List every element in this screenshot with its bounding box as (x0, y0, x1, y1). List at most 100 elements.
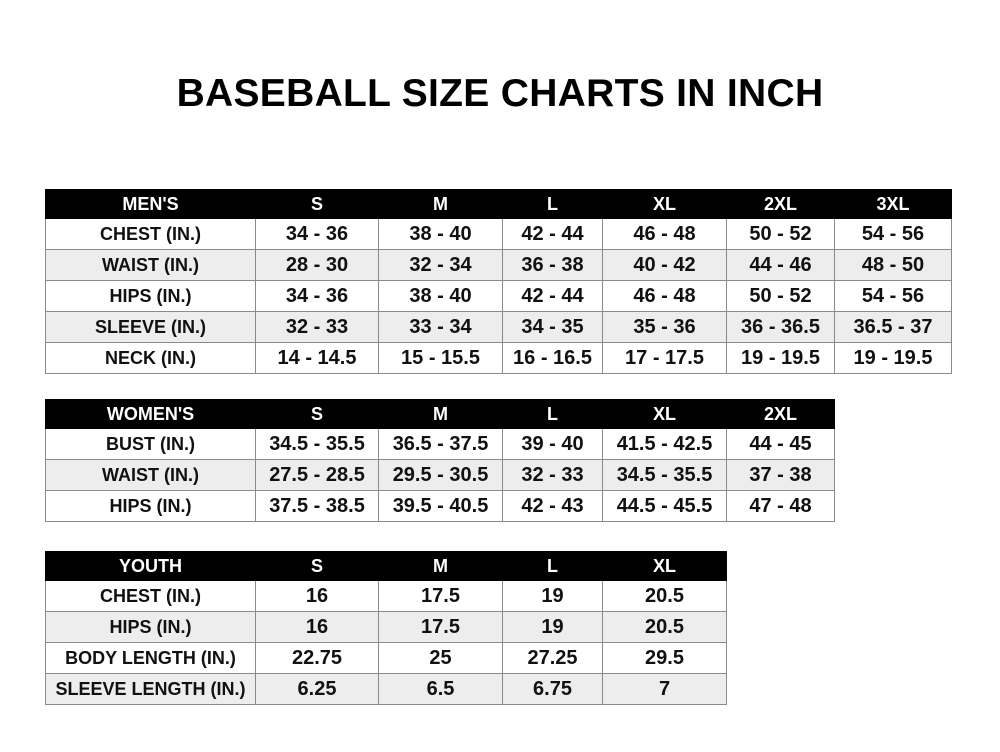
size-header: L (502, 551, 603, 581)
size-value: 32 - 33 (502, 459, 603, 491)
size-value: 29.5 - 30.5 (378, 459, 503, 491)
size-value: 38 - 40 (378, 218, 503, 250)
size-value: 35 - 36 (602, 311, 727, 343)
size-header: S (255, 399, 379, 429)
size-value: 42 - 44 (502, 218, 603, 250)
size-value: 19 - 19.5 (834, 342, 952, 374)
size-value: 25 (378, 642, 503, 674)
size-value: 50 - 52 (726, 218, 835, 250)
measurement-label: HIPS (IN.) (45, 280, 256, 312)
size-value: 6.5 (378, 673, 503, 705)
measurement-label: WAIST (IN.) (45, 459, 256, 491)
measurement-label: SLEEVE (IN.) (45, 311, 256, 343)
size-value: 22.75 (255, 642, 379, 674)
size-value: 19 (502, 580, 603, 612)
category-header: MEN'S (45, 189, 256, 219)
measurement-label: WAIST (IN.) (45, 249, 256, 281)
measurement-label: CHEST (IN.) (45, 218, 256, 250)
table-row: CHEST (IN.) 34 - 36 38 - 40 42 - 44 46 - 48 5… (45, 218, 952, 250)
size-value: 6.25 (255, 673, 379, 705)
size-value: 34 - 36 (255, 280, 379, 312)
size-header: 2XL (726, 399, 835, 429)
size-header: M (378, 551, 503, 581)
size-header: S (255, 189, 379, 219)
size-value: 17.5 (378, 611, 503, 643)
table-row: SLEEVE (IN.) 32 - 33 33 - 34 34 - 35 35 - 36… (45, 311, 952, 343)
measurement-label: BUST (IN.) (45, 428, 256, 460)
table-row: BUST (IN.) 34.5 - 35.5 36.5 - 37.5 39 - 40 4… (45, 428, 835, 460)
size-header: S (255, 551, 379, 581)
youth-size-table: YOUTH S M L XL CHEST (IN.) 16 17.5 19 20.5 HIPS (I… (45, 551, 727, 705)
size-value: 6.75 (502, 673, 603, 705)
table-row: HIPS (IN.) 37.5 - 38.5 39.5 - 40.5 42 - 43 4… (45, 490, 835, 522)
size-header: M (378, 399, 503, 429)
size-value: 44.5 - 45.5 (602, 490, 727, 522)
table-row: WAIST (IN.) 27.5 - 28.5 29.5 - 30.5 32 - 33… (45, 459, 835, 491)
size-value: 44 - 46 (726, 249, 835, 281)
size-value: 7 (602, 673, 727, 705)
womens-size-table: WOMEN'S S M L XL 2XL BUST (IN.) 34.5 - 35.5 36.5… (45, 399, 835, 522)
size-value: 20.5 (602, 611, 727, 643)
size-value: 33 - 34 (378, 311, 503, 343)
table-row: WAIST (IN.) 28 - 30 32 - 34 36 - 38 40 - 42 4… (45, 249, 952, 281)
size-header: XL (602, 551, 727, 581)
size-value: 46 - 48 (602, 280, 727, 312)
size-header: 3XL (834, 189, 952, 219)
size-header: 2XL (726, 189, 835, 219)
table-row: SLEEVE LENGTH (IN.) 6.25 6.5 6.75 7 (45, 673, 727, 705)
category-header: YOUTH (45, 551, 256, 581)
size-value: 37 - 38 (726, 459, 835, 491)
size-value: 16 - 16.5 (502, 342, 603, 374)
size-value: 34.5 - 35.5 (255, 428, 379, 460)
measurement-label: CHEST (IN.) (45, 580, 256, 612)
size-value: 15 - 15.5 (378, 342, 503, 374)
size-value: 39 - 40 (502, 428, 603, 460)
size-value: 40 - 42 (602, 249, 727, 281)
size-value: 17.5 (378, 580, 503, 612)
measurement-label: NECK (IN.) (45, 342, 256, 374)
size-value: 39.5 - 40.5 (378, 490, 503, 522)
size-value: 54 - 56 (834, 280, 952, 312)
size-value: 54 - 56 (834, 218, 952, 250)
size-value: 32 - 33 (255, 311, 379, 343)
header-row: WOMEN'S S M L XL 2XL (45, 399, 835, 429)
category-header: WOMEN'S (45, 399, 256, 429)
size-value: 19 - 19.5 (726, 342, 835, 374)
size-value: 17 - 17.5 (602, 342, 727, 374)
table-row: HIPS (IN.) 34 - 36 38 - 40 42 - 44 46 - 48 50… (45, 280, 952, 312)
table-row: HIPS (IN.) 16 17.5 19 20.5 (45, 611, 727, 643)
measurement-label: BODY LENGTH (IN.) (45, 642, 256, 674)
table-row: BODY LENGTH (IN.) 22.75 25 27.25 29.5 (45, 642, 727, 674)
size-value: 37.5 - 38.5 (255, 490, 379, 522)
size-value: 16 (255, 580, 379, 612)
header-row: MEN'S S M L XL 2XL 3XL (45, 189, 952, 219)
size-value: 36.5 - 37 (834, 311, 952, 343)
size-value: 34 - 36 (255, 218, 379, 250)
measurement-label: SLEEVE LENGTH (IN.) (45, 673, 256, 705)
size-value: 42 - 43 (502, 490, 603, 522)
size-value: 42 - 44 (502, 280, 603, 312)
size-value: 32 - 34 (378, 249, 503, 281)
header-row: YOUTH S M L XL (45, 551, 727, 581)
size-value: 36.5 - 37.5 (378, 428, 503, 460)
size-value: 16 (255, 611, 379, 643)
size-value: 27.5 - 28.5 (255, 459, 379, 491)
size-value: 28 - 30 (255, 249, 379, 281)
size-value: 34 - 35 (502, 311, 603, 343)
size-value: 36 - 38 (502, 249, 603, 281)
size-value: 29.5 (602, 642, 727, 674)
page-title: BASEBALL SIZE CHARTS IN INCH (176, 72, 824, 115)
size-value: 14 - 14.5 (255, 342, 379, 374)
size-value: 44 - 45 (726, 428, 835, 460)
size-value: 34.5 - 35.5 (602, 459, 727, 491)
measurement-label: HIPS (IN.) (45, 490, 256, 522)
size-value: 19 (502, 611, 603, 643)
mens-size-table: MEN'S S M L XL 2XL 3XL CHEST (IN.) 34 - 36 38 - 4… (45, 189, 952, 374)
size-value: 27.25 (502, 642, 603, 674)
size-value: 47 - 48 (726, 490, 835, 522)
size-value: 46 - 48 (602, 218, 727, 250)
size-header: L (502, 399, 603, 429)
size-value: 20.5 (602, 580, 727, 612)
size-header: XL (602, 189, 727, 219)
size-value: 36 - 36.5 (726, 311, 835, 343)
